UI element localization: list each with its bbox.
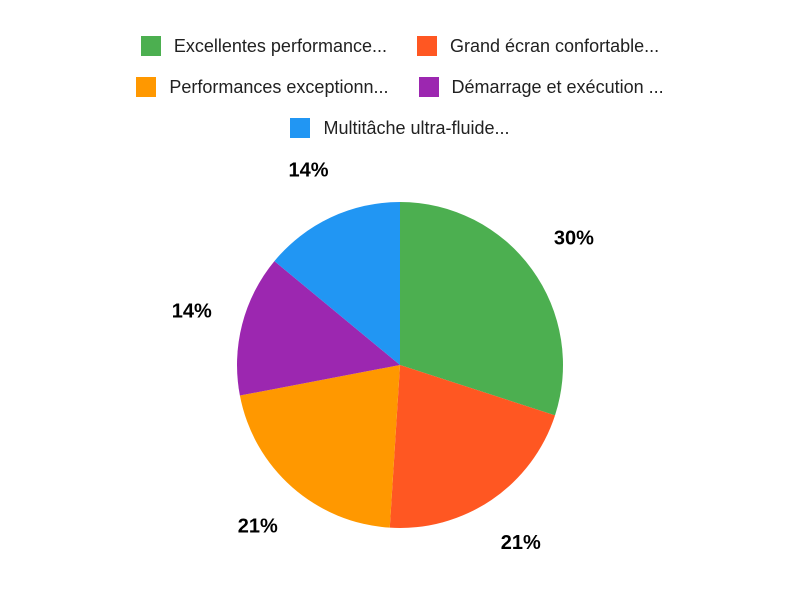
pie-slice-4[interactable] <box>274 202 400 365</box>
pie-slice-percent-label-4: 14% <box>288 160 328 182</box>
chart-legend: Excellentes performance... Grand écran c… <box>0 36 800 138</box>
legend-label: Excellentes performance... <box>173 36 387 56</box>
legend-row-2: Performances exceptionn... Démarrage et … <box>136 77 664 97</box>
legend-row-1: Excellentes performance... Grand écran c… <box>140 36 660 56</box>
legend-swatch-orange <box>136 77 157 97</box>
legend-swatch-purple <box>418 77 439 97</box>
legend-item-performances-exceptionnelles[interactable]: Performances exceptionn... <box>136 77 389 97</box>
legend-item-multitache-ultra-fluide[interactable]: Multitâche ultra-fluide... <box>290 118 510 138</box>
pie-slice-0[interactable] <box>400 202 563 416</box>
legend-label: Démarrage et exécution ... <box>451 77 664 97</box>
legend-label: Grand écran confortable... <box>449 36 660 56</box>
legend-swatch-blue <box>290 118 311 138</box>
pie-slice-3[interactable] <box>237 261 400 396</box>
legend-label: Multitâche ultra-fluide... <box>323 118 510 138</box>
pie-slice-percent-label-2: 21% <box>238 515 278 537</box>
pie-slice-percent-label-0: 30% <box>554 228 594 250</box>
legend-item-grand-ecran-confortable[interactable]: Grand écran confortable... <box>416 36 660 56</box>
legend-item-demarrage-et-execution[interactable]: Démarrage et exécution ... <box>418 77 664 97</box>
pie-slice-percent-label-3: 14% <box>172 301 212 323</box>
pie-slice-2[interactable] <box>239 365 400 528</box>
legend-label: Performances exceptionn... <box>169 77 389 97</box>
legend-row-3: Multitâche ultra-fluide... <box>290 118 510 138</box>
legend-item-excellentes-performance[interactable]: Excellentes performance... <box>140 36 387 56</box>
legend-swatch-green <box>140 36 161 56</box>
pie-slice-1[interactable] <box>389 365 556 529</box>
legend-swatch-deep-orange <box>416 36 437 56</box>
pie-slice-percent-label-1: 21% <box>501 532 541 554</box>
